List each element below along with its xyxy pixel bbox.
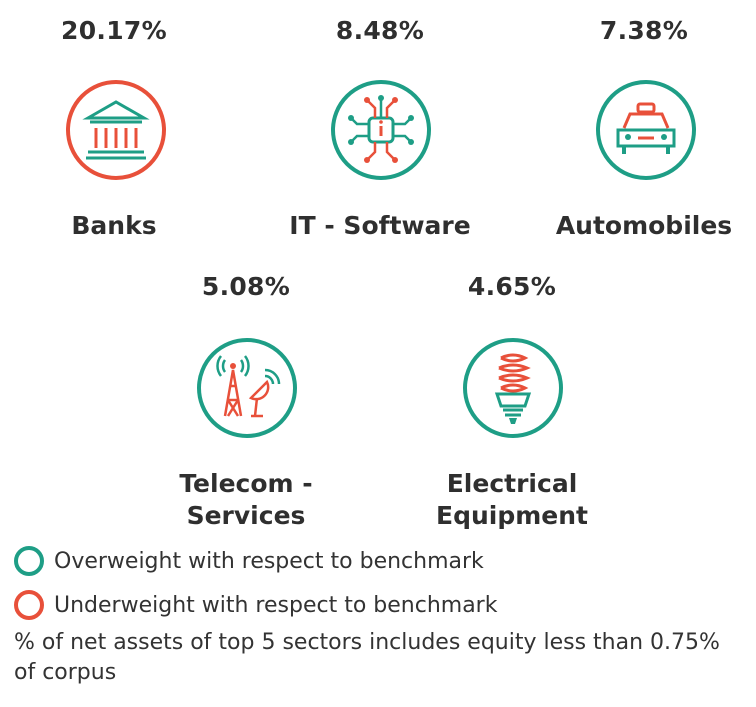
sector-it-software: 8.48%: [280, 16, 480, 45]
underweight-ring-icon: [14, 590, 44, 620]
sector-electrical-label: Electrical Equipment: [402, 468, 622, 532]
sector-name-line-1: Electrical: [446, 469, 578, 498]
car-icon: [596, 80, 696, 180]
sector-value: 5.08%: [201, 272, 291, 301]
sector-telecom: 5.08%: [146, 272, 346, 301]
legend-overweight-label: Overweight with respect to benchmark: [54, 548, 484, 574]
sector-value: 20.17%: [61, 16, 167, 45]
sector-banks-label: Banks: [14, 210, 214, 242]
sector-it-software-label: IT - Software: [260, 210, 500, 242]
sector-banks: 20.17%: [14, 16, 214, 45]
sector-automobiles-label: Automobiles: [544, 210, 744, 242]
sector-name-line-1: Telecom -: [179, 469, 313, 498]
tower-icon: [197, 338, 297, 438]
sector-name-line-2: Equipment: [436, 501, 588, 530]
sector-value: 8.48%: [335, 16, 425, 45]
sector-value: 7.38%: [599, 16, 689, 45]
sector-name: Automobiles: [555, 211, 733, 240]
chip-icon: [331, 80, 431, 180]
sector-name-line-2: Services: [186, 501, 306, 530]
sector-name: Banks: [71, 211, 157, 240]
sector-automobiles: 7.38%: [544, 16, 744, 45]
legend-underweight: Underweight with respect to benchmark: [14, 590, 497, 620]
sector-electrical: 4.65%: [412, 272, 612, 301]
bulb-icon: [463, 338, 563, 438]
sector-telecom-label: Telecom - Services: [136, 468, 356, 532]
legend-underweight-label: Underweight with respect to benchmark: [54, 592, 498, 618]
bank-icon: [66, 80, 166, 180]
sector-name: IT - Software: [289, 211, 471, 240]
overweight-ring-icon: [14, 546, 44, 576]
sector-value: 4.65%: [467, 272, 557, 301]
footnote: % of net assets of top 5 sectors include…: [14, 630, 720, 685]
legend-overweight: Overweight with respect to benchmark: [14, 546, 484, 576]
